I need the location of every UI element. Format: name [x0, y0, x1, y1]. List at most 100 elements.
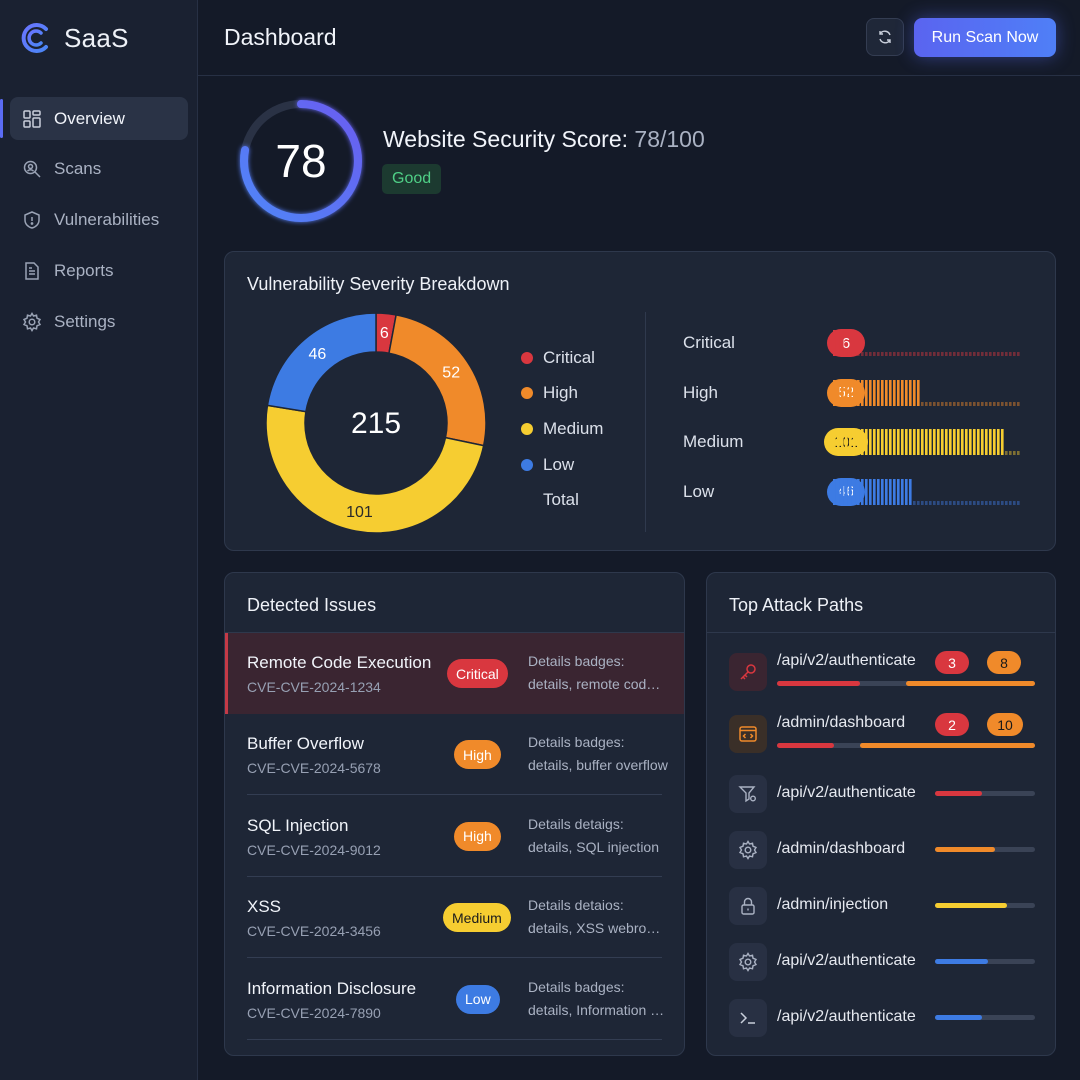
attack-path-fill: [935, 959, 988, 964]
sidebar-item-vulnerabilities[interactable]: Vulnerabilities: [10, 199, 188, 242]
attack-path-row[interactable]: /admin/injection: [707, 885, 1055, 929]
issue-detail-title: Details badges:: [528, 978, 625, 995]
severity-badge: High: [454, 821, 501, 851]
card-title: Top Attack Paths: [729, 595, 864, 615]
donut-label-medium: 101: [346, 504, 373, 521]
path-icon-box: [729, 943, 767, 981]
attack-path-fill: [935, 791, 982, 796]
scan-search-icon: [23, 161, 41, 178]
attack-path-name: /admin/dashboard: [777, 840, 906, 857]
legend-item-medium: Medium: [521, 411, 603, 447]
attack-path-row[interactable]: /admin/dashboard 2 10: [707, 713, 1055, 757]
severity-label: Critical: [683, 333, 735, 352]
donut-total: 215: [351, 407, 401, 440]
issue-row[interactable]: XSS CVE-CVE-2024-3456 Medium Details det…: [225, 877, 684, 959]
refresh-button[interactable]: [866, 18, 904, 56]
attack-path-row[interactable]: /api/v2/authenticate: [707, 997, 1055, 1041]
critical-fill: [777, 681, 860, 686]
severity-row-critical: Critical 6: [683, 325, 1033, 361]
attack-path-bar: [935, 903, 1035, 908]
lock-icon: [738, 896, 758, 916]
attack-path-name: /api/v2/authenticate: [777, 652, 916, 669]
document-icon: [25, 262, 39, 280]
issue-name: XSS: [247, 897, 282, 917]
gear-icon: [22, 311, 42, 332]
sidebar-item-scans[interactable]: Scans: [10, 148, 188, 191]
attack-path-name: /api/v2/authenticate: [777, 952, 916, 969]
severity-label: Low: [683, 481, 715, 501]
attack-path-name: /admin/dashboard: [777, 714, 906, 731]
attack-path-name: /api/v2/authenticate: [777, 1008, 916, 1025]
grid-icon: [23, 109, 41, 128]
path-icon-box: [729, 715, 767, 753]
refresh-icon: [879, 30, 891, 44]
attack-path-bar: [935, 847, 1035, 852]
high-count-badge: 10: [987, 713, 1023, 736]
severity-donut-chart: 6 52 101 46 215: [265, 312, 487, 534]
issue-row[interactable]: Buffer Overflow CVE-CVE-2024-5678 High D…: [225, 714, 684, 796]
severity-row-medium: Medium101: [683, 424, 1033, 460]
issue-cve: CVE-CVE-2024-9012: [247, 841, 381, 858]
donut-slice-high: [388, 313, 487, 447]
path-icon-box: [729, 999, 767, 1037]
divider: [247, 875, 662, 877]
issue-detail-text: details, XSS webrowser: [528, 920, 668, 937]
filter-gear-icon: [738, 784, 758, 804]
attack-path-bar: [777, 743, 1035, 748]
issue-cve: CVE-CVE-2024-1234: [247, 679, 381, 695]
logo-icon: [21, 23, 48, 53]
issue-name: Buffer Overflow: [247, 734, 364, 754]
detected-issues-card: Detected Issues Remote Code Execution CV…: [224, 572, 685, 1056]
severity-badge: High: [454, 740, 501, 770]
sidebar-item-settings[interactable]: Settings: [10, 300, 188, 343]
attack-path-row[interactable]: /api/v2/authenticate: [707, 773, 1055, 817]
critical-count-badge: 3: [935, 651, 969, 674]
key-icon: [738, 662, 758, 682]
sidebar-item-label: Reports: [54, 260, 114, 280]
header: Dashboard Run Scan Now: [198, 0, 1080, 76]
sidebar-nav: Overview Scans Vulnerabilities Reports S…: [0, 97, 188, 351]
attack-path-bar: [935, 791, 1035, 796]
issue-cve: CVE-CVE-2024-7890: [247, 1004, 381, 1021]
issue-detail-text: details, SQL injection: [528, 838, 659, 855]
security-score-title: Website Security Score: 78/100: [383, 126, 705, 153]
donut-label-low: 46: [308, 346, 326, 363]
issue-detail-text: details, Information disclosure: [528, 1001, 668, 1018]
issue-cve: CVE-CVE-2024-5678: [247, 760, 381, 777]
severity-badge: Medium: [443, 903, 511, 933]
divider: [707, 632, 1055, 633]
top-attack-paths-card: Top Attack Paths /api/v2/authenticate 3 8 …: [706, 572, 1056, 1056]
sidebar-item-overview[interactable]: Overview: [0, 97, 188, 140]
issue-row[interactable]: Remote Code Execution CVE-CVE-2024-1234 …: [225, 633, 684, 714]
severity-label: High: [683, 382, 718, 402]
divider: [247, 794, 662, 796]
issue-row[interactable]: Information Disclosure CVE-CVE-2024-7890…: [225, 959, 684, 1040]
high-fill: [906, 681, 1035, 686]
legend-item-critical: Critical: [521, 340, 603, 376]
severity-bar: [833, 379, 1020, 406]
attack-path-fill: [935, 903, 1007, 908]
sidebar-item-reports[interactable]: Reports: [10, 249, 188, 292]
critical-count-badge: 2: [935, 713, 969, 736]
issue-name: SQL Injection: [247, 815, 349, 835]
high-count-badge: 8: [987, 651, 1021, 674]
severity-bar: [833, 429, 1020, 456]
attack-path-row[interactable]: /admin/dashboard: [707, 829, 1055, 873]
severity-badge: Critical: [447, 659, 508, 688]
attack-path-row[interactable]: /api/v2/authenticate: [707, 941, 1055, 985]
sidebar-item-label: Settings: [54, 311, 116, 331]
legend-item-high: High: [521, 376, 603, 412]
run-scan-button[interactable]: Run Scan Now: [914, 18, 1056, 57]
attack-path-row[interactable]: /api/v2/authenticate 3 8: [707, 651, 1055, 695]
status-badge: Good: [382, 164, 442, 194]
issue-detail-title: Details badges:: [528, 734, 625, 751]
attack-path-bar: [935, 959, 1035, 964]
legend-item-low: Low: [521, 447, 603, 483]
card-title: Vulnerability Severity Breakdown: [247, 274, 510, 294]
issue-detail-title: Details badges:: [528, 653, 625, 669]
sidebar: SaaS Overview Scans Vulnerabilities Repo…: [0, 0, 198, 1080]
path-icon-box: [729, 831, 767, 869]
issue-row[interactable]: SQL Injection CVE-CVE-2024-9012 High Det…: [225, 796, 684, 877]
security-score-ring: [240, 100, 362, 222]
brand[interactable]: SaaS: [18, 20, 129, 56]
